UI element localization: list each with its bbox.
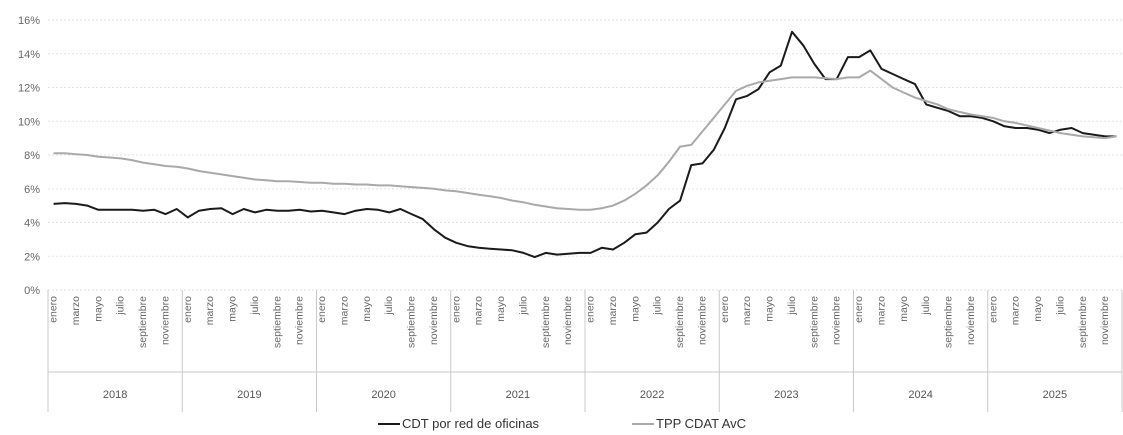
x-tick-label: marzo	[338, 296, 350, 325]
x-tick-label: noviembre	[562, 296, 574, 345]
x-tick-label: mayo	[92, 296, 104, 322]
y-tick-label: 10%	[18, 116, 40, 128]
x-tick-label: noviembre	[965, 296, 977, 345]
x-tick-label: mayo	[495, 296, 507, 322]
x-tick-label: noviembre	[1099, 296, 1111, 345]
y-tick-label: 14%	[18, 49, 40, 61]
x-tick-label: septiembre	[808, 296, 820, 348]
x-tick-label: mayo	[629, 296, 641, 322]
x-tick-label: noviembre	[294, 296, 306, 345]
x-tick-label: enero	[987, 296, 999, 323]
x-tick-label: enero	[48, 296, 60, 323]
x-tick-label: julio	[652, 296, 664, 316]
y-tick-label: 16%	[18, 15, 40, 27]
x-tick-label: marzo	[70, 296, 82, 325]
y-tick-label: 12%	[18, 83, 40, 95]
x-year-label: 2018	[103, 389, 127, 401]
x-tick-label: marzo	[1010, 296, 1022, 325]
x-tick-label: septiembre	[674, 296, 686, 348]
x-tick-label: marzo	[875, 296, 887, 325]
x-axis-year-groups: 2018 2019 2020 2021 2022 2023 2024 2025	[47, 290, 1123, 412]
y-tick-label: 0%	[24, 285, 40, 297]
x-tick-label: marzo	[741, 296, 753, 325]
x-tick-label: julio	[786, 296, 798, 316]
x-tick-label: enero	[182, 296, 194, 323]
y-tick-label: 6%	[24, 184, 40, 196]
x-tick-label: noviembre	[428, 296, 440, 345]
x-tick-label: julio	[517, 296, 529, 316]
x-tick-label: septiembre	[406, 296, 418, 348]
x-tick-label: mayo	[898, 296, 910, 322]
x-tick-label: marzo	[473, 296, 485, 325]
y-tick-label: 8%	[24, 150, 40, 162]
x-tick-label: julio	[115, 296, 127, 316]
x-tick-label: septiembre	[540, 296, 552, 348]
x-tick-label: enero	[316, 296, 328, 323]
x-year-label: 2022	[640, 389, 664, 401]
x-tick-label: mayo	[361, 296, 373, 322]
x-tick-label: septiembre	[137, 296, 149, 348]
x-tick-label: mayo	[227, 296, 239, 322]
x-year-label: 2019	[237, 389, 261, 401]
x-tick-label: mayo	[764, 296, 776, 322]
x-tick-label: julio	[1054, 296, 1066, 316]
x-year-label: 2021	[506, 389, 530, 401]
x-tick-label: marzo	[204, 296, 216, 325]
x-tick-label: septiembre	[943, 296, 955, 348]
x-tick-label: mayo	[1032, 296, 1044, 322]
x-tick-label: enero	[853, 296, 865, 323]
x-tick-label: julio	[920, 296, 932, 316]
series-lines	[53, 30, 1117, 259]
y-tick-label: 2%	[24, 251, 40, 263]
series-line	[53, 30, 1117, 259]
legend: CDT por red de oficinas TPP CDAT AvC	[378, 416, 746, 431]
x-tick-label: noviembre	[831, 296, 843, 345]
x-tick-label: marzo	[607, 296, 619, 325]
y-tick-label: 4%	[24, 218, 40, 230]
x-year-label: 2024	[908, 389, 932, 401]
x-axis-month-ticks: enero marzo mayo julio septiembre noviembre en…	[48, 296, 1112, 348]
x-tick-label: enero	[585, 296, 597, 323]
legend-label: TPP CDAT AvC	[656, 416, 746, 431]
x-tick-label: noviembre	[696, 296, 708, 345]
x-year-label: 2020	[371, 389, 395, 401]
x-tick-label: septiembre	[271, 296, 283, 348]
x-year-label: 2023	[774, 389, 798, 401]
series-line	[53, 69, 1117, 211]
legend-label: CDT por red de oficinas	[402, 416, 540, 431]
x-year-label: 2025	[1043, 389, 1067, 401]
gridlines	[48, 19, 1122, 291]
x-tick-label: septiembre	[1077, 296, 1089, 348]
x-tick-label: noviembre	[159, 296, 171, 345]
x-tick-label: julio	[383, 296, 395, 316]
y-axis-ticks: 0% 2% 4% 6% 8% 10% 12% 14% 16%	[18, 15, 40, 297]
x-tick-label: enero	[719, 296, 731, 323]
x-tick-label: enero	[450, 296, 462, 323]
x-tick-label: julio	[249, 296, 261, 316]
